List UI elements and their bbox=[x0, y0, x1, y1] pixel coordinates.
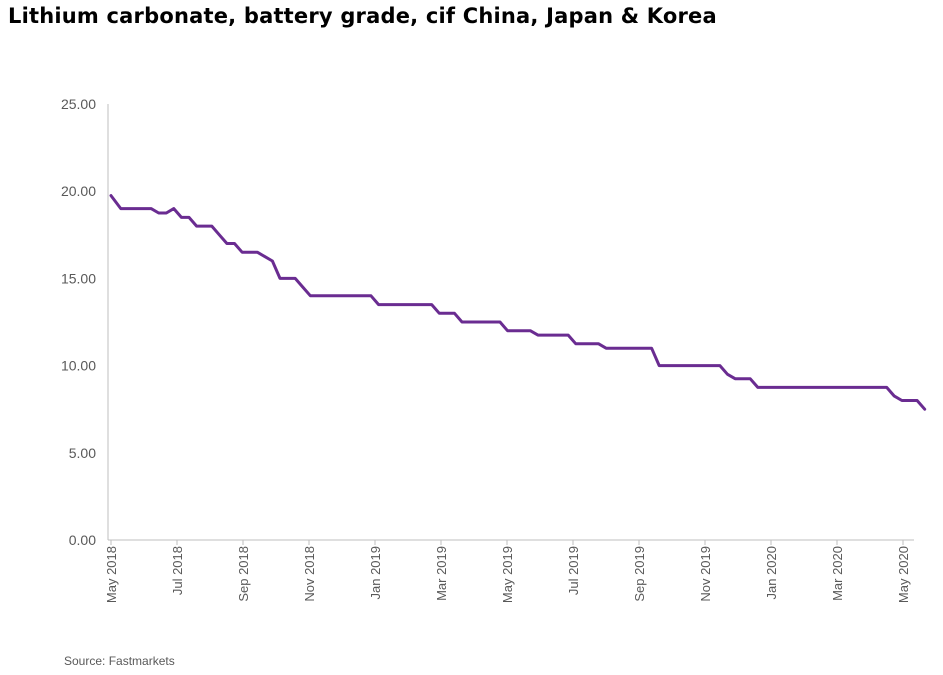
y-tick-label: 0.00 bbox=[69, 532, 96, 548]
source-note: Source: Fastmarkets bbox=[64, 654, 175, 668]
x-tick-label: May 2020 bbox=[896, 546, 911, 603]
series-line bbox=[109, 194, 927, 411]
x-tick-label: Jul 2019 bbox=[566, 546, 581, 595]
x-tick-label: Jul 2018 bbox=[170, 546, 185, 595]
x-tick-label: Sep 2019 bbox=[632, 546, 647, 602]
y-tick-label: 15.00 bbox=[61, 270, 96, 286]
x-axis: May 2018 Jul 2018 Sep 2018 Nov 2018 Jan 2019… bbox=[104, 539, 914, 603]
chart-title: Lithium carbonate, battery grade, cif Ch… bbox=[8, 4, 717, 28]
y-tick-label: 20.00 bbox=[61, 183, 96, 199]
plot-area bbox=[109, 194, 927, 411]
y-tick-label: 10.00 bbox=[61, 358, 96, 374]
x-tick-label: Mar 2020 bbox=[830, 546, 845, 601]
y-tick-label: 25.00 bbox=[61, 96, 96, 112]
x-tick-label: May 2019 bbox=[500, 546, 515, 603]
x-tick-label: Jan 2019 bbox=[368, 546, 383, 600]
y-tick-label: 5.00 bbox=[69, 445, 96, 461]
y-axis: 0.00 5.00 10.00 15.00 20.00 25.00 bbox=[61, 96, 109, 548]
x-tick-label: Nov 2018 bbox=[302, 546, 317, 602]
x-tick-label: Nov 2019 bbox=[698, 546, 713, 602]
x-tick-label: Mar 2019 bbox=[434, 546, 449, 601]
x-tick-label: Sep 2018 bbox=[236, 546, 251, 602]
x-tick-label: May 2018 bbox=[104, 546, 119, 603]
x-tick-label: Jan 2020 bbox=[764, 546, 779, 600]
